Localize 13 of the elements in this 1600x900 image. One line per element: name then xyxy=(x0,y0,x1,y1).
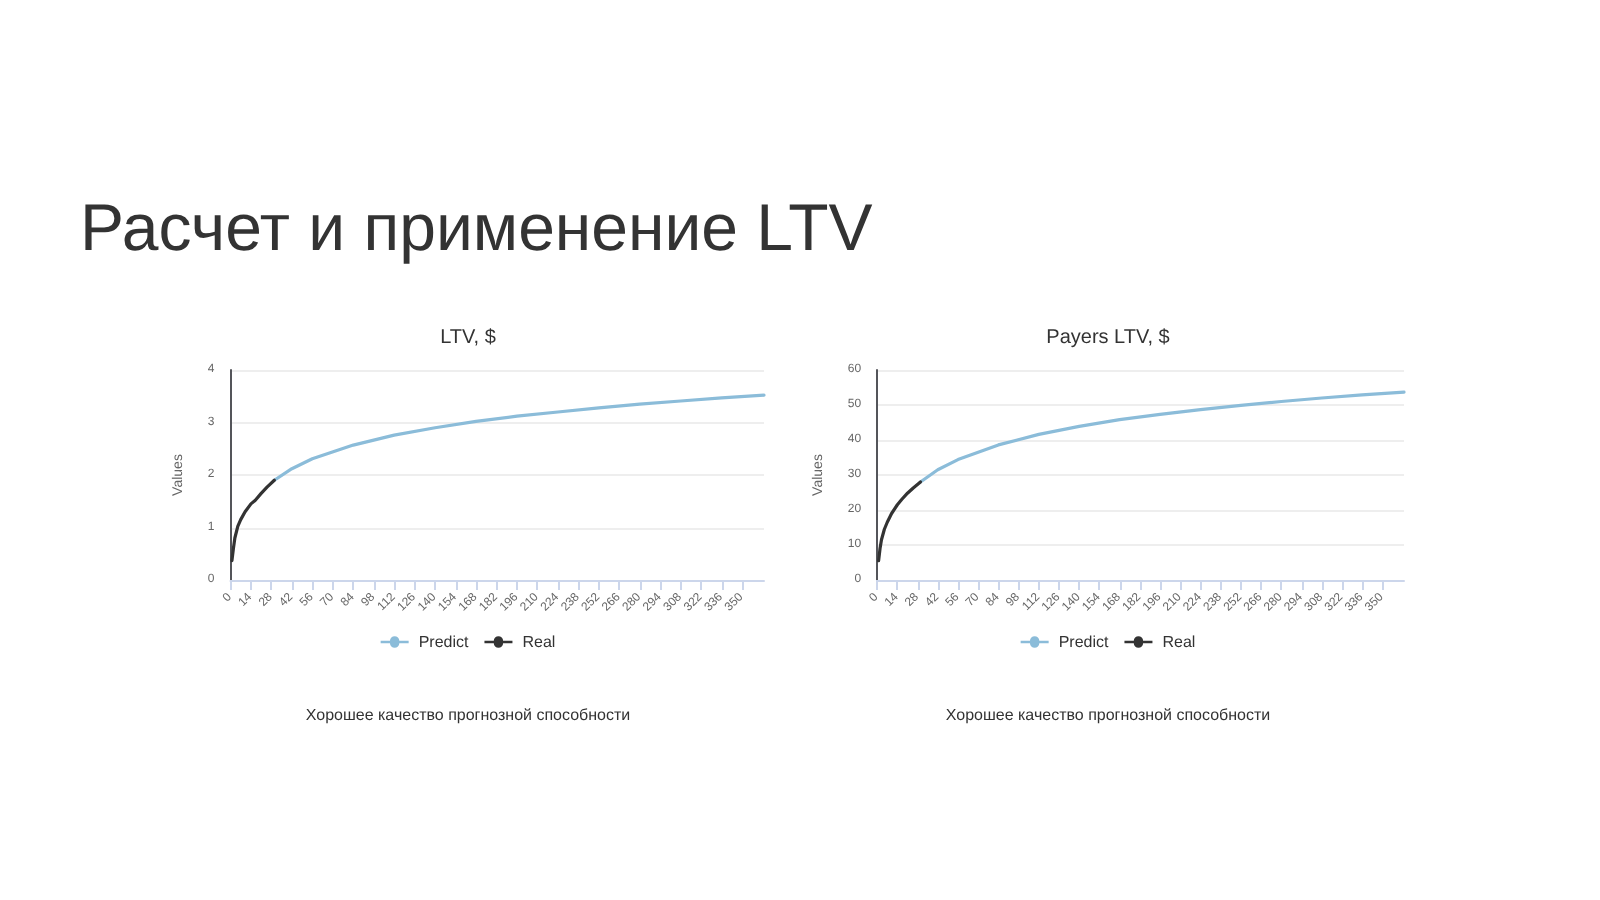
legend-label: Real xyxy=(1162,633,1196,651)
chart-title: Payers LTV, $ xyxy=(1046,327,1171,349)
chart-title: LTV, $ xyxy=(440,327,497,349)
legend-label: Predict xyxy=(1058,633,1110,651)
text: Хорошее качество прогнозной способности xyxy=(943,706,1273,724)
legend-label: Predict xyxy=(418,633,470,651)
line-series xyxy=(918,390,1406,484)
legend-label: Real xyxy=(522,633,556,651)
text: Хорошее качество прогнозной способности xyxy=(303,706,633,724)
line-series xyxy=(230,478,276,563)
line-series xyxy=(272,393,766,482)
line-series xyxy=(876,480,923,563)
text: Расчет и применение LTV xyxy=(80,190,873,266)
